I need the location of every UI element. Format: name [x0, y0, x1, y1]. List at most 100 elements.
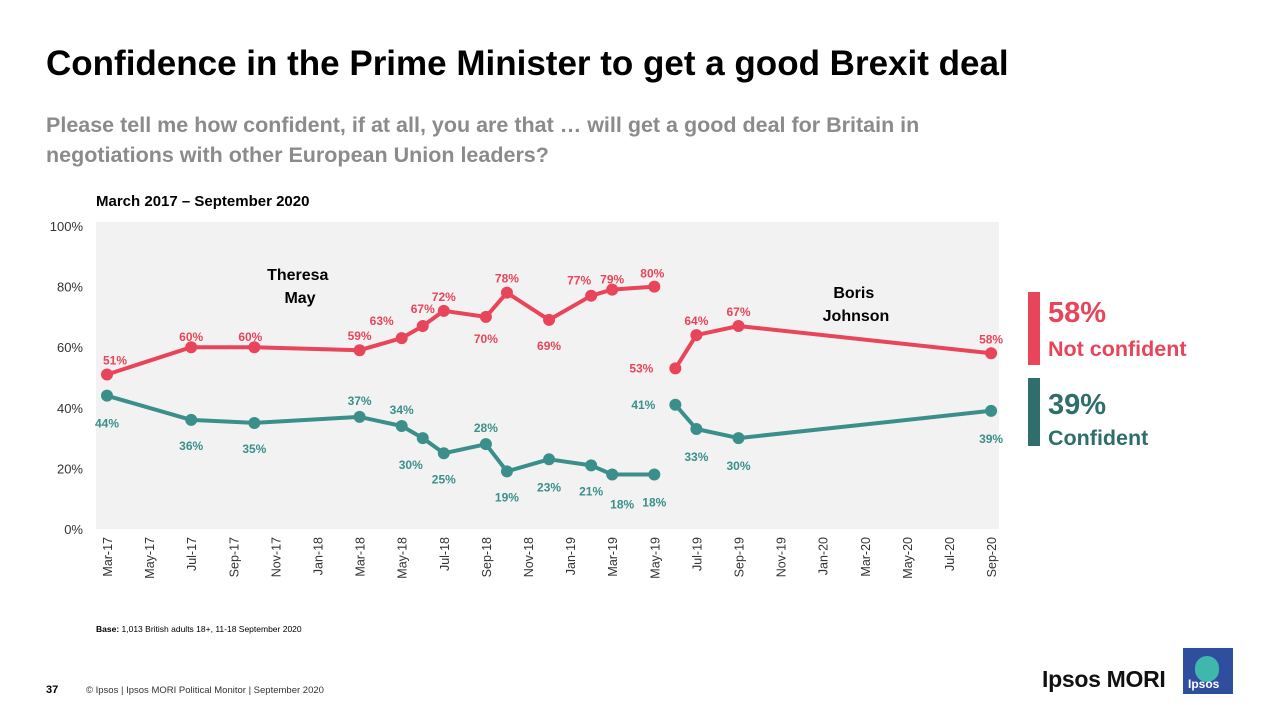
x-tick-label: Sep-20 — [985, 537, 999, 577]
data-point-not-confident — [248, 341, 261, 354]
legend-confident-pct: 39% — [1048, 389, 1107, 421]
y-tick-label: 80% — [57, 280, 83, 295]
data-point-confident — [648, 468, 661, 481]
data-point-not-confident — [606, 283, 619, 296]
x-tick-label: Nov-17 — [269, 537, 283, 577]
data-label-not-confident: 63% — [370, 314, 394, 328]
data-label-confident: 30% — [726, 459, 750, 473]
data-label-confident: 28% — [474, 421, 498, 435]
legend-confident-label: Confident — [1048, 426, 1149, 450]
data-point-not-confident — [185, 341, 198, 354]
data-label-confident: 23% — [537, 480, 561, 494]
data-label-not-confident: 69% — [537, 339, 561, 353]
x-tick-label: Mar-19 — [606, 537, 620, 577]
data-point-not-confident — [479, 310, 492, 323]
data-label-confident: 30% — [399, 458, 423, 472]
ipsos-logo: Ipsos — [1183, 648, 1233, 694]
x-tick-label: Nov-18 — [522, 537, 536, 577]
legend-not-confident-swatch — [1028, 292, 1040, 365]
data-point-not-confident — [690, 329, 703, 342]
x-tick-label: Sep-19 — [733, 537, 747, 577]
data-label-confident: 44% — [95, 417, 119, 431]
x-tick-label: May-19 — [648, 537, 662, 579]
x-tick-label: May-18 — [396, 537, 410, 579]
y-tick-label: 40% — [57, 401, 83, 416]
data-point-not-confident — [437, 304, 450, 317]
base-note-text: 1,013 British adults 18+, 11-18 Septembe… — [119, 624, 302, 634]
data-point-confident — [185, 413, 198, 426]
data-point-not-confident — [585, 289, 598, 302]
legend-not-confident-label: Not confident — [1048, 337, 1187, 361]
data-label-not-confident: 67% — [411, 302, 435, 316]
data-label-not-confident: 72% — [432, 290, 456, 304]
series-line-confident — [673, 402, 994, 441]
x-tick-label: Mar-17 — [101, 537, 115, 577]
y-tick-label: 20% — [57, 461, 83, 476]
x-tick-label: Mar-20 — [859, 537, 873, 577]
data-point-confident — [101, 389, 113, 402]
data-point-confident — [669, 398, 682, 411]
data-point-not-confident — [353, 344, 366, 357]
data-label-not-confident: 60% — [238, 330, 262, 344]
data-label-not-confident: 78% — [495, 272, 519, 286]
y-tick-label: 100% — [50, 219, 84, 234]
ipsos-mori-logo-text: Ipsos MORI — [1042, 666, 1166, 692]
x-tick-label: Sep-17 — [227, 537, 241, 577]
base-note-label: Base: — [96, 624, 120, 634]
data-label-not-confident: 59% — [348, 329, 372, 343]
data-label-not-confident: 80% — [640, 267, 664, 281]
data-label-confident: 19% — [495, 490, 519, 504]
data-point-confident — [395, 419, 408, 432]
data-point-confident — [985, 404, 998, 417]
data-point-confident — [479, 438, 492, 451]
data-point-confident — [585, 459, 598, 472]
data-label-confident: 37% — [348, 394, 372, 408]
data-label-confident: 34% — [390, 403, 414, 417]
x-tick-label: Jul-20 — [943, 537, 957, 571]
x-tick-label: May-20 — [901, 537, 915, 579]
x-tick-label: Jul-18 — [438, 537, 452, 571]
data-point-confident — [732, 432, 745, 445]
data-label-not-confident: 51% — [103, 353, 127, 367]
x-tick-label: Sep-18 — [480, 537, 494, 577]
data-label-confident: 33% — [684, 450, 708, 464]
data-point-confident — [606, 468, 619, 481]
data-label-not-confident: 70% — [474, 332, 498, 346]
x-tick-label: Mar-18 — [354, 537, 368, 577]
data-point-confident — [416, 432, 429, 445]
data-point-not-confident — [416, 319, 429, 332]
footer-copyright: © Ipsos | Ipsos MORI Political Monitor |… — [86, 685, 324, 696]
data-label-not-confident: 67% — [726, 305, 750, 319]
data-label-not-confident: 64% — [684, 314, 708, 328]
x-tick-label: Jul-17 — [185, 537, 199, 571]
data-label-not-confident: 53% — [629, 361, 653, 375]
data-point-confident — [690, 423, 703, 436]
data-point-confident — [248, 416, 261, 429]
x-tick-label: Jan-18 — [312, 537, 326, 575]
y-tick-label: 0% — [64, 522, 83, 537]
data-label-not-confident: 60% — [179, 330, 203, 344]
annotation-boris-johnson: Boris Johnson — [823, 285, 890, 325]
data-point-confident — [353, 410, 366, 423]
data-label-confident: 39% — [979, 432, 1003, 446]
x-tick-label: May-17 — [143, 537, 157, 579]
x-tick-label: Nov-19 — [775, 537, 789, 577]
data-label-confident: 18% — [610, 497, 634, 511]
base-note: Base: 1,013 British adults 18+, 11-18 Se… — [96, 624, 302, 634]
y-tick-label: 60% — [57, 340, 83, 355]
plot-area — [96, 222, 999, 529]
series-line-not-confident — [673, 324, 994, 371]
data-point-not-confident — [985, 347, 998, 360]
data-point-confident — [500, 465, 513, 478]
x-tick-label: Jan-19 — [564, 537, 578, 575]
data-point-not-confident — [101, 368, 113, 381]
data-label-confident: 36% — [179, 439, 203, 453]
data-point-confident — [543, 453, 556, 466]
page-title: Confidence in the Prime Minister to get … — [46, 44, 1009, 83]
data-label-not-confident: 58% — [979, 332, 1003, 346]
data-point-not-confident — [395, 332, 408, 345]
data-point-not-confident — [669, 362, 682, 375]
data-label-confident: 35% — [242, 442, 266, 456]
data-label-not-confident: 79% — [600, 273, 624, 287]
